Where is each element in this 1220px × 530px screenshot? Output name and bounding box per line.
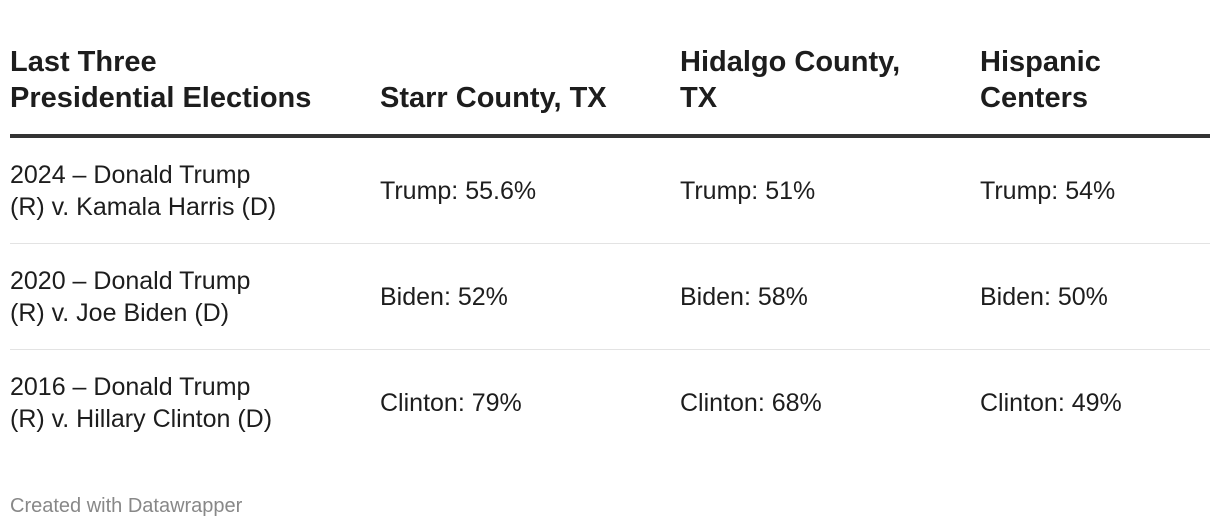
cell-starr-county: Trump: 55.6% bbox=[380, 136, 680, 244]
cell-hidalgo-county: Clinton: 68% bbox=[680, 388, 822, 417]
election-results-table: Last Three Presidential Elections Starr … bbox=[10, 44, 1210, 455]
results-table-container: Last Three Presidential Elections Starr … bbox=[10, 44, 1210, 455]
cell-election: 2016 – Donald Trump (R) v. Hillary Clint… bbox=[10, 372, 273, 433]
datawrapper-credit[interactable]: Created with Datawrapper bbox=[10, 495, 243, 517]
column-header-elections: Last Three Presidential Elections bbox=[10, 44, 380, 138]
cell-starr-county: Clinton: 79% bbox=[380, 388, 522, 417]
column-header-starr-county: Starr County, TX bbox=[380, 44, 680, 138]
table-header-row: Last Three Presidential Elections Starr … bbox=[10, 44, 1210, 138]
cell-starr-county: Biden: 52% bbox=[380, 243, 680, 350]
table-row: 2016 – Donald Trump (R) v. Hillary Clint… bbox=[10, 350, 1210, 456]
table-row: 2020 – Donald Trump (R) v. Joe Biden (D)… bbox=[10, 243, 1210, 350]
cell-hidalgo-county: Trump: 51% bbox=[680, 136, 980, 244]
column-header-hispanic-centers: Hispanic Centers bbox=[980, 44, 1210, 138]
table-row: 2024 – Donald Trump (R) v. Kamala Harris… bbox=[10, 136, 1210, 244]
column-header-hidalgo-county: Hidalgo County, TX bbox=[680, 44, 980, 138]
cell-hidalgo-county: Biden: 58% bbox=[680, 243, 980, 350]
cell-election: 2020 – Donald Trump (R) v. Joe Biden (D) bbox=[10, 243, 380, 350]
cell-hispanic-centers: Clinton: 49% bbox=[980, 388, 1122, 417]
cell-election: 2024 – Donald Trump (R) v. Kamala Harris… bbox=[10, 136, 380, 244]
cell-hispanic-centers: Trump: 54% bbox=[980, 136, 1210, 244]
cell-hispanic-centers: Biden: 50% bbox=[980, 243, 1210, 350]
